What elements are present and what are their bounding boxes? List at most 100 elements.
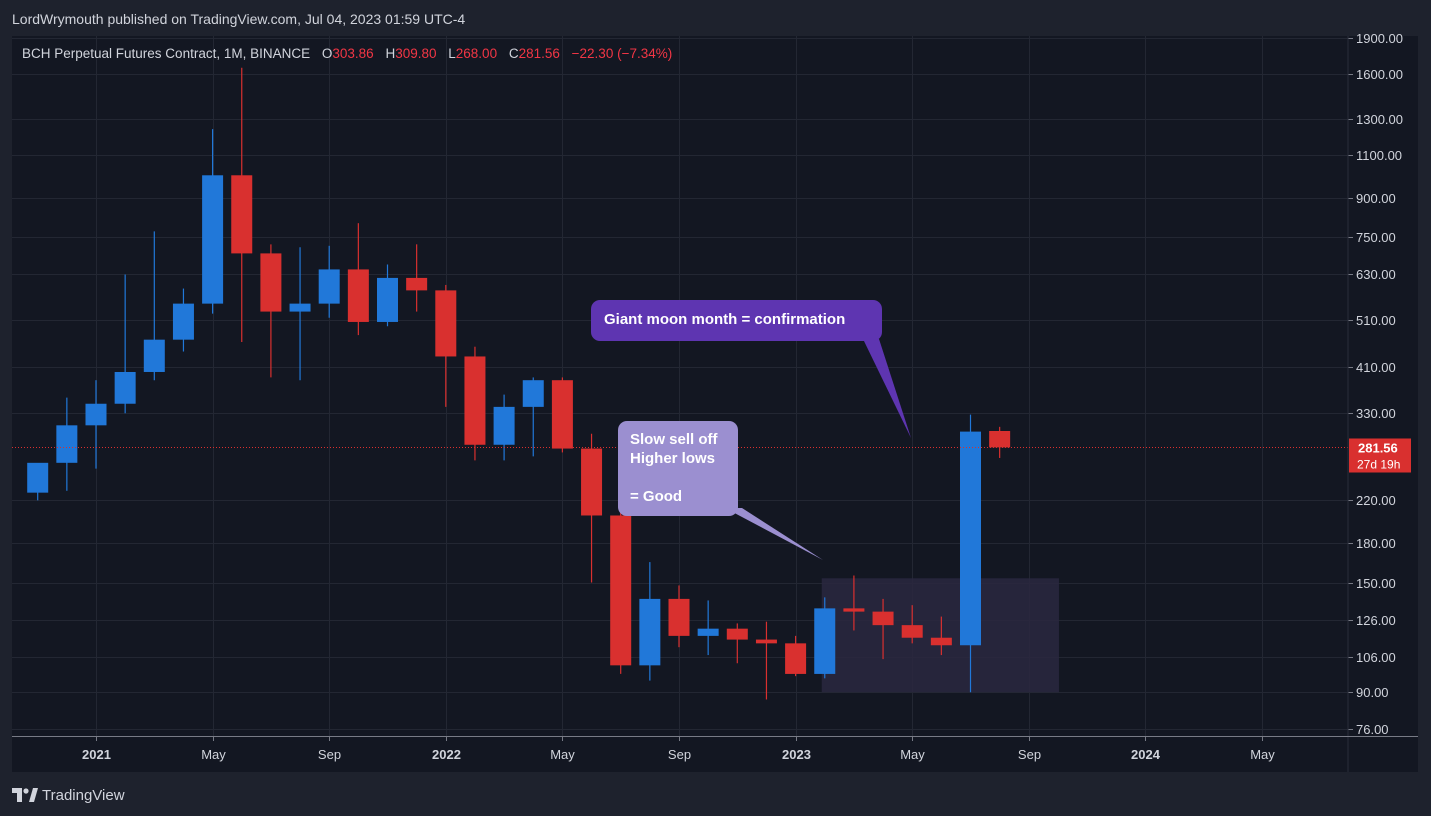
chart-legend: BCH Perpetual Futures Contract, 1M, BINA… <box>22 46 672 61</box>
candle-body <box>697 628 719 636</box>
overlay-layer: 281.56 27d 19h <box>12 339 1411 560</box>
tradingview-brand[interactable]: TradingView <box>42 786 125 804</box>
candle-body <box>989 431 1011 448</box>
slow-callout-pointer <box>725 508 823 560</box>
last-price-label[interactable]: 281.56 <box>1358 441 1398 456</box>
candle-body <box>464 356 486 445</box>
tradingview-logo-icon[interactable] <box>12 788 38 802</box>
candle-body <box>493 406 515 445</box>
price-tick-label: 106.00 <box>1356 650 1396 665</box>
open-value: 303.86 <box>332 46 374 61</box>
candles-layer <box>27 67 1011 700</box>
bar-countdown-label: 27d 19h <box>1357 458 1400 472</box>
candle-body <box>901 625 923 638</box>
candle-up <box>56 397 78 491</box>
consolidation-zone[interactable] <box>821 578 1059 693</box>
time-tick-label: 2024 <box>1131 747 1161 762</box>
candle-down <box>464 346 486 461</box>
time-axis-background[interactable] <box>12 736 1348 772</box>
callout-spacer <box>630 468 726 487</box>
candle-up <box>114 274 136 414</box>
candle-body <box>231 175 253 254</box>
candle-up <box>85 380 107 469</box>
candle-body <box>85 403 107 426</box>
footer: TradingView <box>12 785 125 805</box>
candle-down <box>755 621 777 700</box>
price-tick-label: 330.00 <box>1356 406 1396 421</box>
candle-body <box>872 611 894 626</box>
candle-up <box>960 414 981 693</box>
candle-up <box>202 129 224 314</box>
candle-down <box>930 616 952 656</box>
candle-up <box>289 247 311 381</box>
candle-down <box>843 575 865 631</box>
last-price-label-bg <box>1349 438 1411 457</box>
candle-body <box>377 277 398 322</box>
time-tick-label: May <box>550 747 575 762</box>
candle-body <box>785 643 807 674</box>
candle-body <box>289 303 311 312</box>
candle-down <box>785 635 807 677</box>
top-bar: LordWrymouth published on TradingView.co… <box>0 0 1431 36</box>
price-tick-label: 76.00 <box>1356 722 1389 737</box>
candle-body <box>755 639 777 644</box>
candle-down <box>668 585 690 648</box>
published-info: LordWrymouth published on TradingView.co… <box>12 11 466 27</box>
symbol-title[interactable]: BCH Perpetual Futures Contract, 1M, BINA… <box>22 46 311 61</box>
time-axis[interactable]: 2021 May Sep 2022 May Sep 2023 May Sep 2024 May <box>82 736 1275 762</box>
candle-down <box>231 67 253 342</box>
change-value: −22.30 (−7.34%) <box>571 46 673 61</box>
candle-up <box>318 245 340 318</box>
candle-up <box>493 394 515 461</box>
price-tick-label: 220.00 <box>1356 493 1396 508</box>
candle-down <box>610 505 632 674</box>
time-tick-label: Sep <box>668 747 691 762</box>
high-key: H <box>385 46 396 61</box>
candle-body <box>930 637 952 646</box>
time-tick-label: Sep <box>1018 747 1041 762</box>
price-axis[interactable]: 1900.00 1600.00 1300.00 1100.00 900.00 750.00… <box>1348 31 1403 737</box>
candle-up <box>639 562 661 681</box>
candle-body <box>27 462 49 493</box>
candle-down <box>581 433 603 583</box>
price-tick-label: 630.00 <box>1356 267 1396 282</box>
candle-body <box>639 598 661 666</box>
candle-up <box>27 462 49 501</box>
candle-down <box>551 377 573 453</box>
price-axis-background[interactable] <box>1348 36 1418 772</box>
time-tick-label: 2021 <box>82 747 111 762</box>
candle-body <box>522 380 544 407</box>
candle-down <box>901 605 923 644</box>
candle-up <box>377 264 398 327</box>
candle-body <box>202 175 224 304</box>
candle-body <box>668 598 690 636</box>
candle-up <box>697 600 719 656</box>
price-tick-label: 1100.00 <box>1356 148 1402 163</box>
candle-body <box>843 608 865 612</box>
moon-callout-text: Giant moon month = confirmation <box>604 311 846 328</box>
candle-body <box>114 371 136 404</box>
price-tick-label: 1300.00 <box>1356 112 1403 127</box>
close-value: 281.56 <box>518 46 560 61</box>
close-key: C <box>508 46 519 61</box>
highlight-zone-layer <box>821 578 1059 693</box>
candle-body <box>56 425 78 463</box>
candle-up <box>522 377 544 457</box>
grid-lines <box>12 36 1348 736</box>
candle-up <box>814 597 836 679</box>
candle-up <box>172 288 194 352</box>
candle-down <box>989 426 1011 458</box>
price-tick-label: 180.00 <box>1356 536 1396 551</box>
candle-body <box>610 515 632 666</box>
candle-body <box>318 269 340 304</box>
price-tick-label: 90.00 <box>1356 685 1389 700</box>
candle-body <box>581 448 603 516</box>
slow-selloff-callout[interactable]: Slow sell off Higher lows = Good <box>618 421 738 516</box>
moon-callout[interactable]: Giant moon month = confirmation <box>591 300 882 341</box>
price-tick-label: 150.00 <box>1356 576 1396 591</box>
candle-down <box>406 244 428 312</box>
price-tick-label: 410.00 <box>1356 360 1396 375</box>
price-tick-label: 1600.00 <box>1356 67 1403 82</box>
candle-body <box>726 628 748 640</box>
